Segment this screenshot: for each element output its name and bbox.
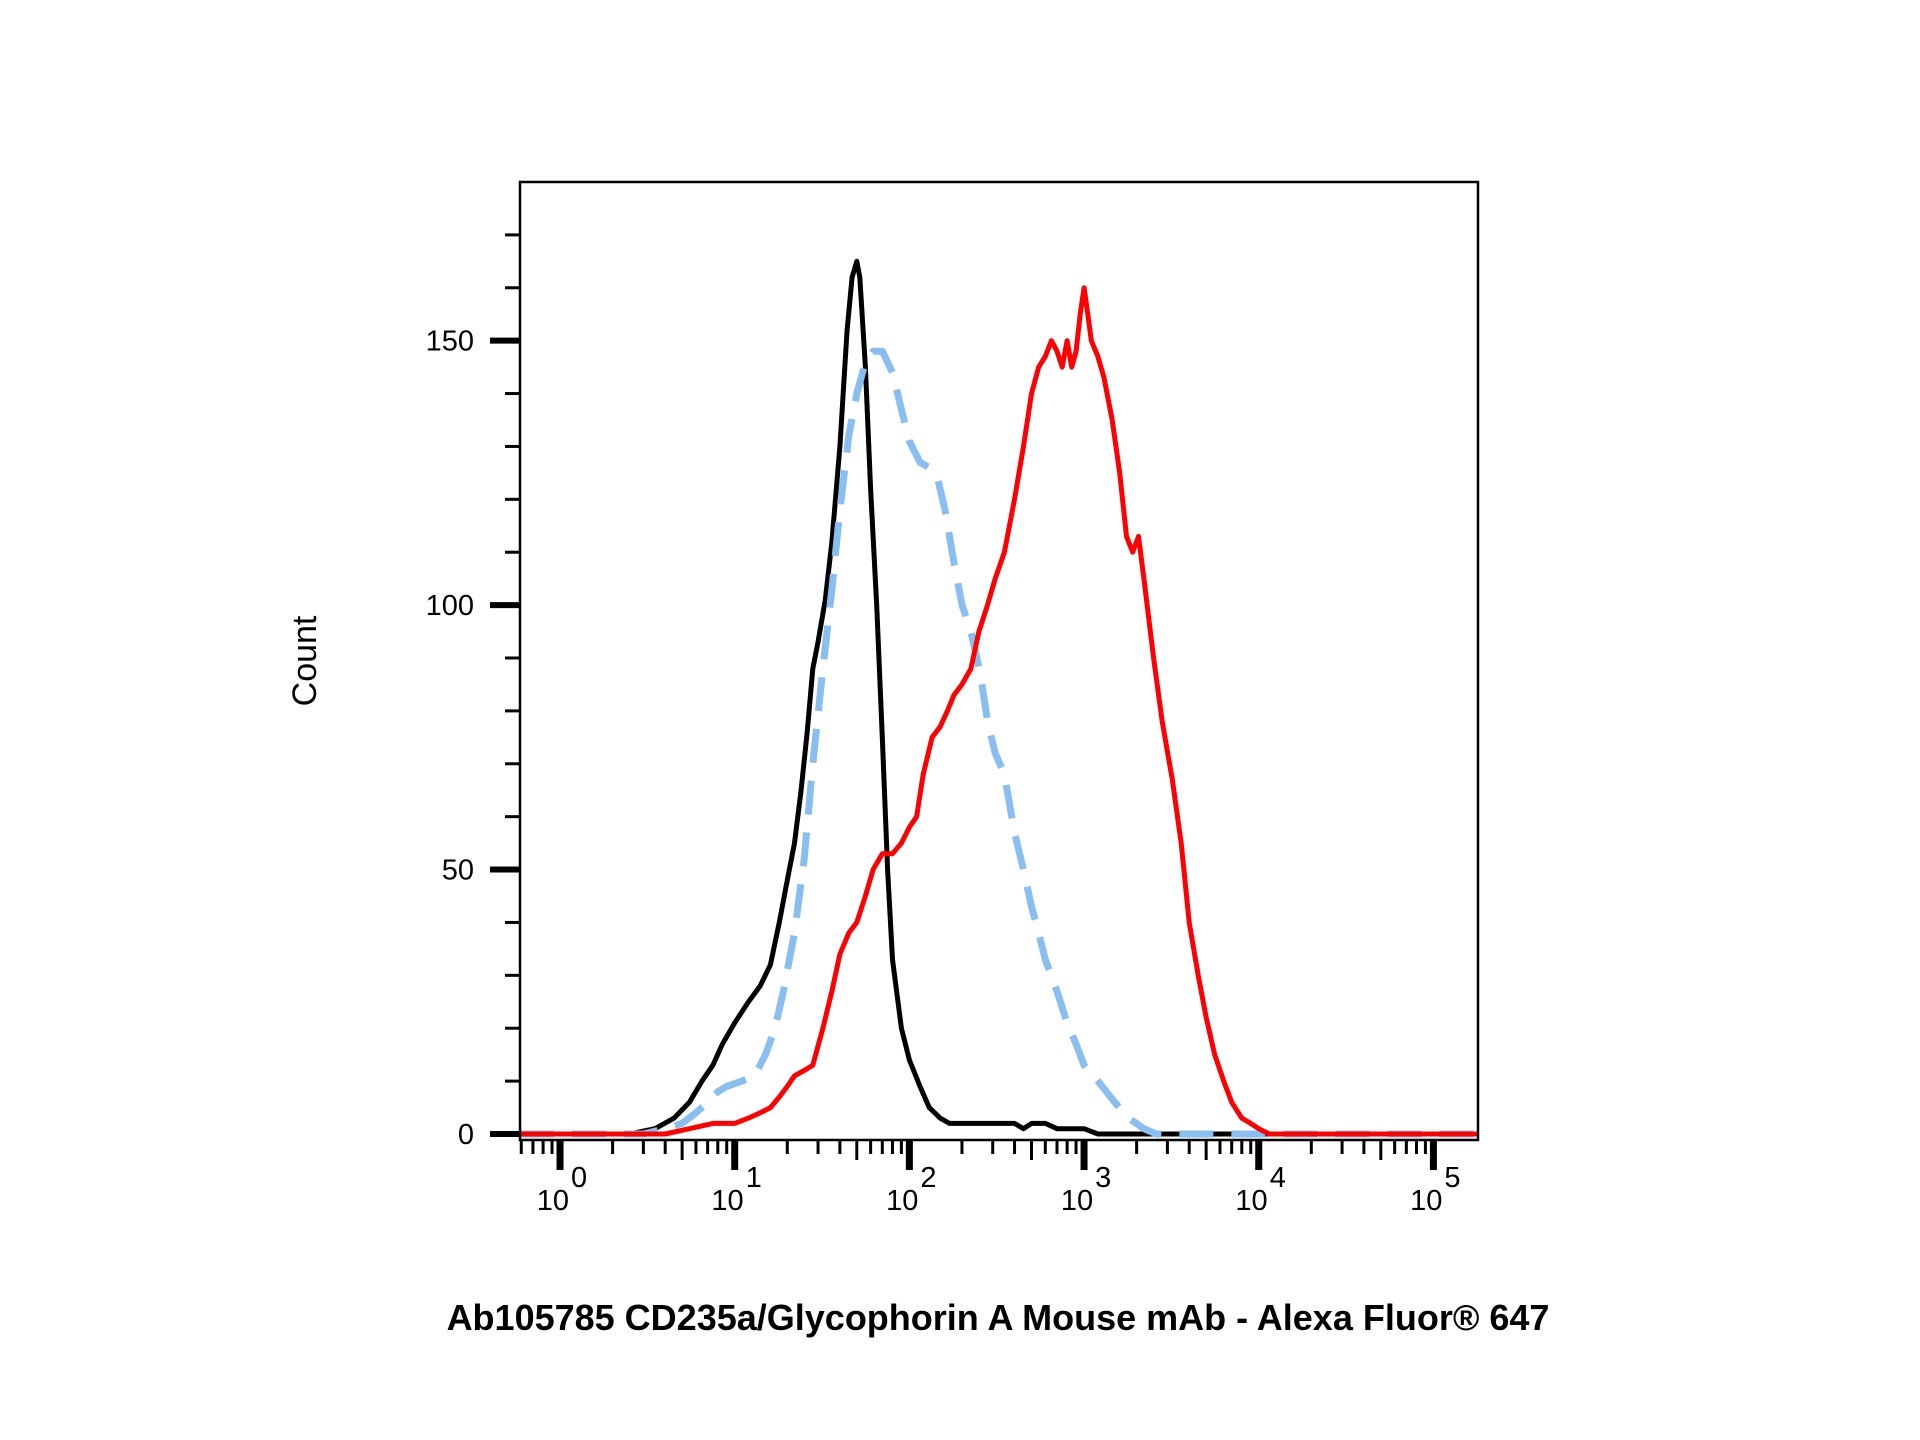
- x-tick-label-exponent: 2: [920, 1162, 936, 1194]
- x-tick-label-exponent: 5: [1444, 1162, 1460, 1194]
- x-axis-title: Ab105785 CD235a/Glycophorin A Mouse mAb …: [447, 1297, 1550, 1338]
- y-tick-label: 0: [458, 1119, 474, 1151]
- series-line-2: [520, 347, 1478, 1138]
- histogram-curves: [520, 258, 1478, 1138]
- x-tick-label-exponent: 3: [1095, 1162, 1111, 1194]
- x-tick-label-base: 10: [1235, 1185, 1267, 1217]
- y-tick-label: 100: [426, 590, 474, 622]
- y-tick-label: 150: [426, 326, 474, 358]
- x-tick-label-exponent: 4: [1270, 1162, 1286, 1194]
- series-line-3: [520, 285, 1478, 1137]
- x-tick-label-base: 10: [886, 1185, 918, 1217]
- x-tick-label-base: 10: [537, 1185, 569, 1217]
- y-axis-title: Count: [286, 615, 324, 706]
- x-tick-label-base: 10: [1410, 1185, 1442, 1217]
- y-axis: 0 50 100 150: [426, 233, 520, 1151]
- y-tick-label: 50: [442, 855, 474, 887]
- x-tick-label-exponent: 0: [571, 1162, 587, 1194]
- x-tick-label-exponent: 1: [746, 1162, 762, 1194]
- plot-frame: [518, 180, 1480, 1142]
- x-tick-label-base: 10: [711, 1185, 743, 1217]
- x-tick-label-base: 10: [1061, 1185, 1093, 1217]
- series-line-1: [520, 258, 1478, 1137]
